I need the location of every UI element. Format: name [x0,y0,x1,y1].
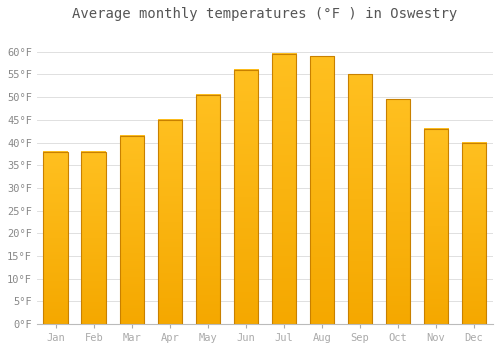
Bar [424,129,448,324]
Title: Average monthly temperatures (°F ) in Oswestry: Average monthly temperatures (°F ) in Os… [72,7,458,21]
Bar [44,152,68,324]
Bar [462,142,486,324]
Bar [158,120,182,324]
Bar [120,136,144,324]
Bar [310,56,334,324]
Bar [272,54,296,324]
Bar [196,95,220,324]
Bar [82,152,106,324]
Bar [348,75,372,324]
Bar [234,70,258,324]
Bar [386,99,410,324]
